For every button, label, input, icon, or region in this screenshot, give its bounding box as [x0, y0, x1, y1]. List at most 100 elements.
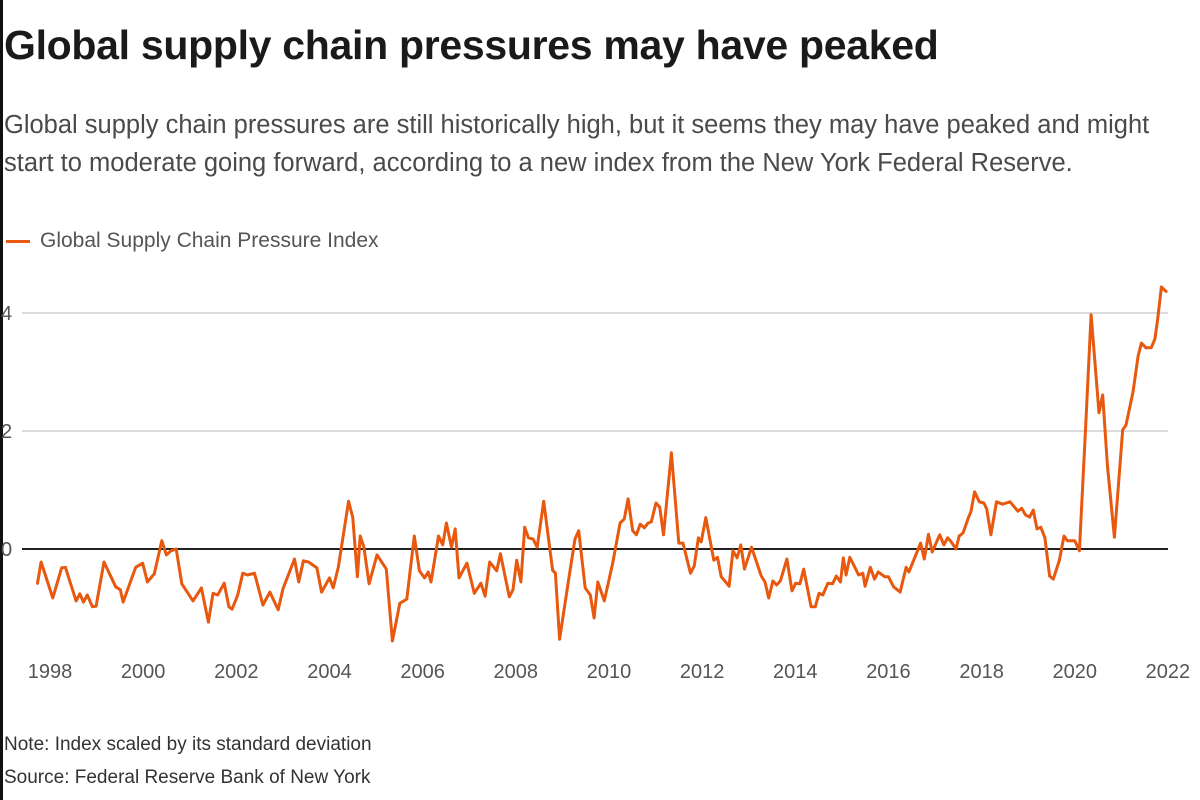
data-point	[362, 546, 366, 549]
data-point	[577, 529, 580, 532]
data-point	[938, 533, 941, 537]
data-point	[873, 577, 876, 581]
data-point	[356, 575, 359, 578]
data-point	[236, 593, 239, 597]
data-point	[950, 540, 953, 544]
legend-label: Global Supply Chain Pressure Index	[40, 229, 379, 252]
data-point	[739, 543, 742, 547]
data-point	[423, 576, 426, 580]
data-point	[437, 534, 440, 538]
data-point	[1024, 513, 1027, 516]
data-point	[141, 561, 144, 565]
data-point	[36, 582, 39, 586]
data-point	[716, 556, 719, 559]
data-point	[531, 537, 535, 541]
x-tick-label: 2002	[214, 661, 259, 683]
data-point	[589, 593, 592, 597]
data-point	[413, 534, 416, 538]
data-point	[969, 510, 973, 514]
data-point	[94, 605, 98, 608]
data-point	[165, 553, 168, 557]
data-point	[551, 569, 554, 572]
data-point	[887, 575, 890, 578]
data-point	[119, 588, 122, 591]
data-point	[638, 523, 642, 526]
data-point	[1066, 539, 1069, 542]
data-point	[375, 553, 379, 557]
data-point	[1043, 536, 1047, 539]
data-point	[1058, 559, 1061, 562]
y-tick-label: 4	[1, 303, 12, 325]
data-point	[842, 556, 845, 560]
data-point	[863, 584, 867, 588]
data-point	[542, 500, 545, 503]
data-point	[631, 529, 634, 532]
data-point	[307, 560, 310, 564]
data-point	[876, 570, 880, 574]
data-point	[227, 605, 231, 609]
data-point	[74, 599, 78, 603]
data-point	[1121, 428, 1124, 432]
data-point	[592, 616, 596, 620]
data-point	[102, 560, 106, 564]
data-point	[826, 582, 830, 585]
data-point	[794, 582, 797, 585]
data-point	[64, 566, 67, 569]
data-point	[720, 575, 723, 578]
data-point	[114, 585, 117, 588]
data-point	[931, 550, 934, 554]
data-point	[839, 580, 842, 584]
data-point	[919, 541, 922, 545]
data-point	[1160, 285, 1163, 289]
x-tick-label: 2010	[587, 661, 632, 683]
data-point	[735, 556, 739, 560]
legend: Global Supply Chain Pressure Index	[6, 229, 379, 253]
data-point	[1008, 500, 1012, 503]
data-point	[60, 566, 63, 570]
data-point	[995, 500, 998, 503]
data-point	[385, 567, 388, 571]
data-point	[1113, 536, 1116, 539]
data-point	[658, 505, 661, 509]
x-tick-label: 2008	[494, 661, 539, 683]
data-point	[86, 593, 89, 597]
x-tick-label: 2016	[866, 661, 911, 683]
data-point	[821, 593, 824, 597]
data-point	[483, 595, 487, 598]
data-point	[907, 570, 911, 574]
data-point	[281, 587, 285, 591]
data-point	[523, 525, 526, 529]
data-point	[989, 533, 993, 537]
data-point	[216, 593, 219, 597]
data-point	[681, 541, 685, 545]
data-point	[332, 586, 335, 590]
data-point	[558, 638, 561, 641]
x-tick-label: 2022	[1146, 661, 1191, 683]
data-point	[495, 569, 498, 573]
data-point	[347, 500, 350, 503]
data-point	[450, 546, 453, 549]
chart-subtitle: Global supply chain pressures are still …	[4, 111, 1150, 177]
series-line-gscpi	[35, 285, 1168, 643]
data-point	[1089, 313, 1093, 316]
x-tick-label: 2004	[307, 661, 352, 683]
data-point	[1144, 346, 1148, 350]
data-point	[857, 573, 860, 577]
data-point	[802, 567, 805, 571]
data-point	[731, 549, 735, 552]
data-point	[670, 451, 673, 455]
data-point	[429, 580, 433, 584]
data-point	[898, 590, 902, 594]
data-point	[121, 600, 125, 604]
data-point	[689, 571, 692, 575]
x-tick-label: 2012	[680, 661, 725, 683]
data-point	[1106, 464, 1109, 467]
data-point	[457, 576, 461, 580]
data-point	[1131, 390, 1135, 394]
data-point	[169, 549, 173, 552]
data-point	[584, 586, 587, 590]
data-point	[51, 596, 54, 600]
data-point	[596, 580, 599, 584]
data-point	[790, 589, 794, 593]
chart-title: Global supply chain pressures may have p…	[4, 22, 939, 68]
